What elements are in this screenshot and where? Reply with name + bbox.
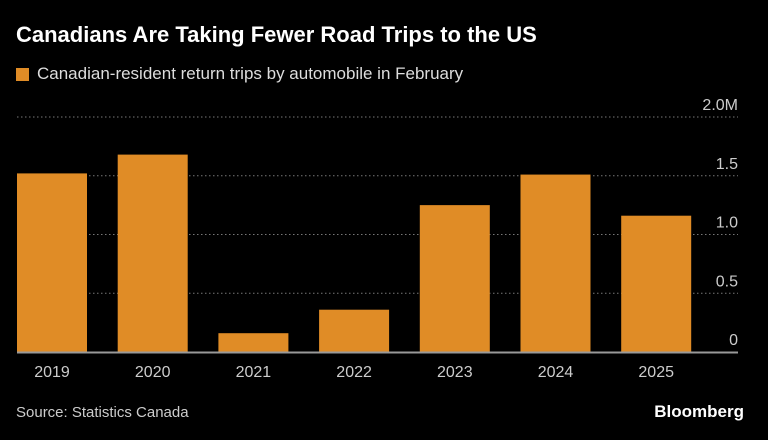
bar-2022 xyxy=(319,309,390,352)
x-tick-label: 2020 xyxy=(135,364,171,381)
bar-2023 xyxy=(419,205,490,352)
y-tick-label: 2.0M xyxy=(702,97,738,114)
bar-2025 xyxy=(621,215,692,352)
x-tick-label: 2021 xyxy=(236,364,272,381)
y-tick-label: 0 xyxy=(729,332,738,349)
chart-title: Canadians Are Taking Fewer Road Trips to… xyxy=(16,22,537,47)
y-tick-label: 0.5 xyxy=(716,273,738,290)
x-tick-label: 2025 xyxy=(638,364,674,381)
source-note: Source: Statistics Canada xyxy=(16,404,189,421)
y-tick-label: 1.0 xyxy=(716,215,738,232)
y-tick-label: 1.5 xyxy=(716,156,738,173)
bar-2024 xyxy=(520,174,591,352)
bloomberg-logo: Bloomberg xyxy=(654,402,744,421)
bar-2021 xyxy=(218,333,289,352)
legend: Canadian-resident return trips by automo… xyxy=(16,64,463,84)
x-tick-label: 2022 xyxy=(336,364,372,381)
bar-2019 xyxy=(17,173,87,352)
x-tick-label: 2019 xyxy=(34,364,70,381)
legend-swatch xyxy=(16,67,29,81)
x-tick-label: 2024 xyxy=(538,364,574,381)
bar-2020 xyxy=(117,154,188,352)
legend-label: Canadian-resident return trips by automo… xyxy=(37,64,464,83)
x-tick-label: 2023 xyxy=(437,364,473,381)
